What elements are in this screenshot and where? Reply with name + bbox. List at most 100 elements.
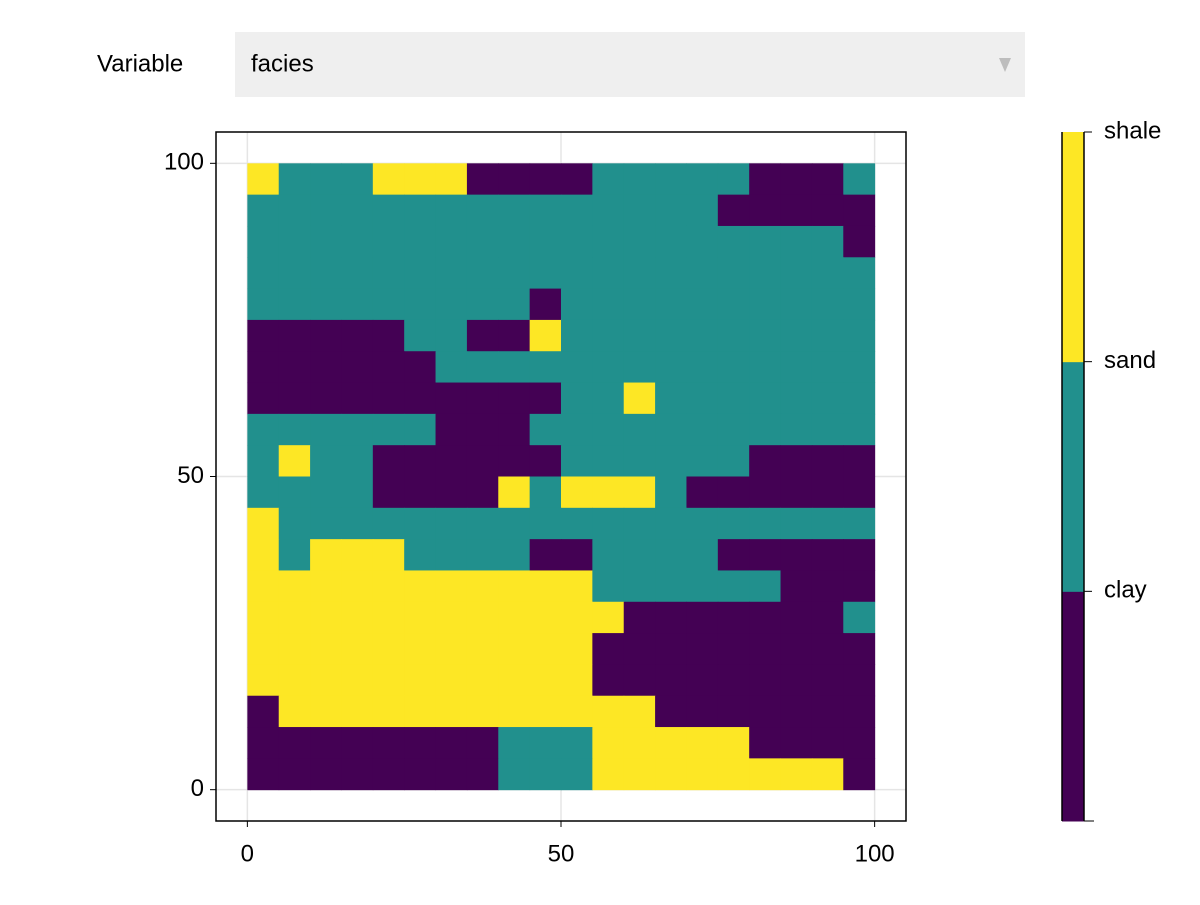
heatmap-cell [466,601,499,634]
heatmap-cell [466,288,499,321]
heatmap-cell [623,413,656,446]
heatmap-cell [717,257,750,290]
heatmap-cell [435,664,468,697]
heatmap-cell [811,633,844,665]
heatmap-cell [498,758,531,791]
heatmap-cell [529,476,562,509]
heatmap-cell [529,758,562,791]
heatmap-cell [341,727,374,759]
heatmap-cell [435,225,468,258]
heatmap-cell [278,507,311,540]
heatmap-cell [435,351,468,384]
heatmap-cell [623,257,656,290]
heatmap-cell [592,664,625,697]
heatmap-cell [404,507,437,540]
heatmap-cell [529,633,562,665]
heatmap-cell [749,163,782,196]
heatmap-cell [811,257,844,290]
heatmap-cell [310,413,342,446]
heatmap-cell [310,257,342,290]
heatmap-cell [717,319,750,352]
heatmap-cell [749,758,782,791]
heatmap-cell [780,225,813,258]
heatmap-cell [466,633,499,665]
heatmap-cell [655,351,687,384]
heatmap-cell [404,695,437,728]
heatmap-cell [247,664,280,697]
heatmap-cell [404,257,437,290]
heatmap-cell [623,633,656,665]
heatmap-cell [372,476,405,509]
heatmap-cell [404,601,437,634]
heatmap-cell [435,727,468,759]
heatmap-cell [341,633,374,665]
heatmap-cell [404,539,437,571]
heatmap-cell [278,288,311,321]
heatmap-cell [623,695,656,728]
heatmap-cell [247,382,280,415]
heatmap-cell [843,539,876,571]
heatmap-cell [811,727,844,759]
heatmap-cell [592,319,625,352]
heatmap-cell [561,664,593,697]
dropdown[interactable]: facies [235,32,1025,97]
heatmap-cell [498,288,531,321]
heatmap-cell [686,633,719,665]
y-tick-label: 50 [177,462,204,489]
heatmap-cell [686,601,719,634]
heatmap-cell [341,351,374,384]
heatmap-cell [435,758,468,791]
heatmap-cell [466,257,499,290]
heatmap-cell [655,194,687,227]
heatmap-cell [623,319,656,352]
heatmap-cell [749,601,782,634]
heatmap-cell [498,695,531,728]
heatmap-cell [592,507,625,540]
heatmap-cell [404,633,437,665]
heatmap-cell [623,445,656,477]
heatmap-cell [278,257,311,290]
heatmap-cell [466,351,499,384]
x-tick-label: 100 [855,840,895,867]
heatmap-cell [278,570,311,603]
heatmap-cell [466,163,499,196]
heatmap-cell [686,758,719,791]
heatmap-cell [529,445,562,477]
dropdown-value[interactable]: facies [251,50,314,77]
heatmap-cell [498,664,531,697]
heatmap-cell [843,601,876,634]
heatmap-cell [749,539,782,571]
heatmap-cell [686,351,719,384]
heatmap-cell [561,194,593,227]
heatmap-cell [466,445,499,477]
heatmap-cell [811,445,844,477]
heatmap-cell [278,664,311,697]
heatmap-cell [780,382,813,415]
heatmap-cell [404,225,437,258]
heatmap-cell [843,570,876,603]
heatmap-cell [529,601,562,634]
heatmap-cell [310,758,342,791]
heatmap-cell [811,382,844,415]
heatmap-cell [310,664,342,697]
heatmap-cell [435,476,468,509]
heatmap-cell [686,539,719,571]
heatmap-cell [717,601,750,634]
heatmap-cell [247,319,280,352]
heatmap-cell [561,413,593,446]
dropdown-box[interactable] [235,32,1025,97]
heatmap-cell [372,664,405,697]
heatmap-cell [310,633,342,665]
heatmap-cell [843,225,876,258]
heatmap-cell [435,539,468,571]
heatmap-cell [686,695,719,728]
heatmap-cell [278,194,311,227]
heatmap-cell [435,570,468,603]
dropdown-arrow[interactable] [999,58,1011,72]
heatmap-cell [592,601,625,634]
heatmap-cell [780,288,813,321]
heatmap-cell [749,257,782,290]
heatmap-cell [717,539,750,571]
heatmap-cell [372,163,405,196]
heatmap-cell [310,570,342,603]
